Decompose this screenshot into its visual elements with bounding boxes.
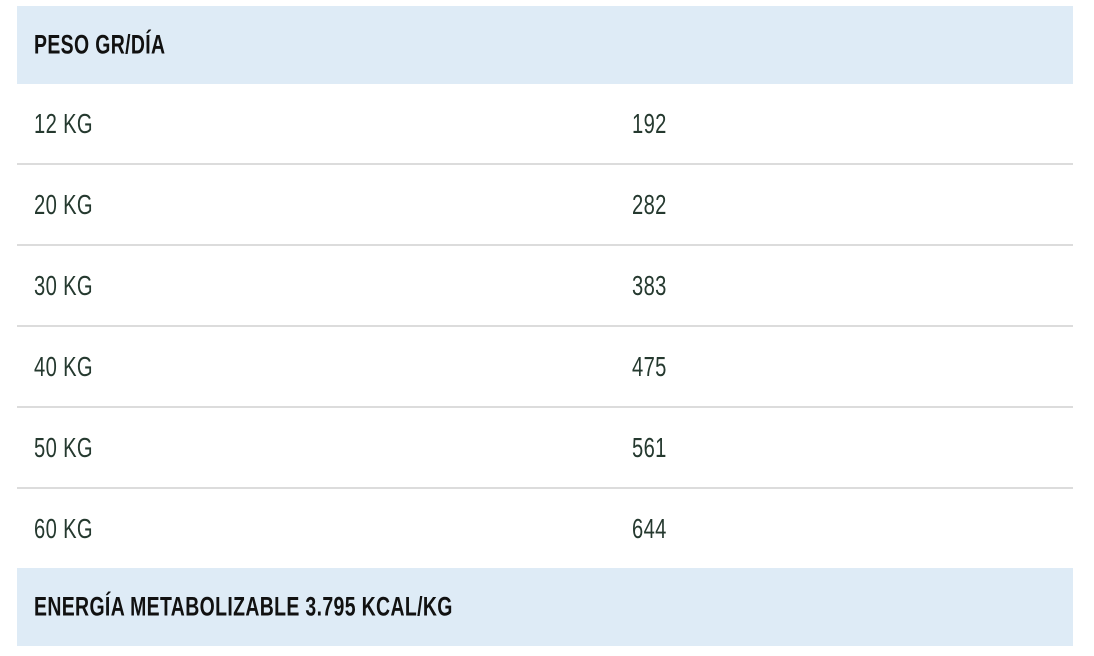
weight-cell: 12 KG [34, 107, 93, 139]
weight-cell: 50 KG [34, 431, 93, 463]
weight-cell: 40 KG [34, 350, 93, 382]
table-row: 12 KG 192 [17, 84, 1073, 165]
table-row: 40 KG 475 [17, 327, 1073, 408]
table-header: PESO GR/DÍA [17, 6, 1073, 84]
table-row: 50 KG 561 [17, 408, 1073, 489]
grams-cell: 383 [632, 269, 667, 301]
grams-cell: 644 [632, 512, 667, 544]
table-row: 60 KG 644 [17, 489, 1073, 568]
grams-cell: 192 [632, 107, 667, 139]
table-footer: ENERGÍA METABOLIZABLE 3.795 KCAL/KG [17, 568, 1073, 646]
energy-note: ENERGÍA METABOLIZABLE 3.795 KCAL/KG [34, 591, 453, 622]
table-row: 20 KG 282 [17, 165, 1073, 246]
weight-cell: 60 KG [34, 512, 93, 544]
feeding-table: PESO GR/DÍA 12 KG 192 20 KG 282 30 KG 383 40 K… [17, 6, 1073, 646]
weight-cell: 20 KG [34, 188, 93, 220]
grams-cell: 282 [632, 188, 667, 220]
weight-cell: 30 KG [34, 269, 93, 301]
table-row: 30 KG 383 [17, 246, 1073, 327]
header-title: PESO GR/DÍA [34, 29, 166, 60]
grams-cell: 475 [632, 350, 667, 382]
grams-cell: 561 [632, 431, 667, 463]
